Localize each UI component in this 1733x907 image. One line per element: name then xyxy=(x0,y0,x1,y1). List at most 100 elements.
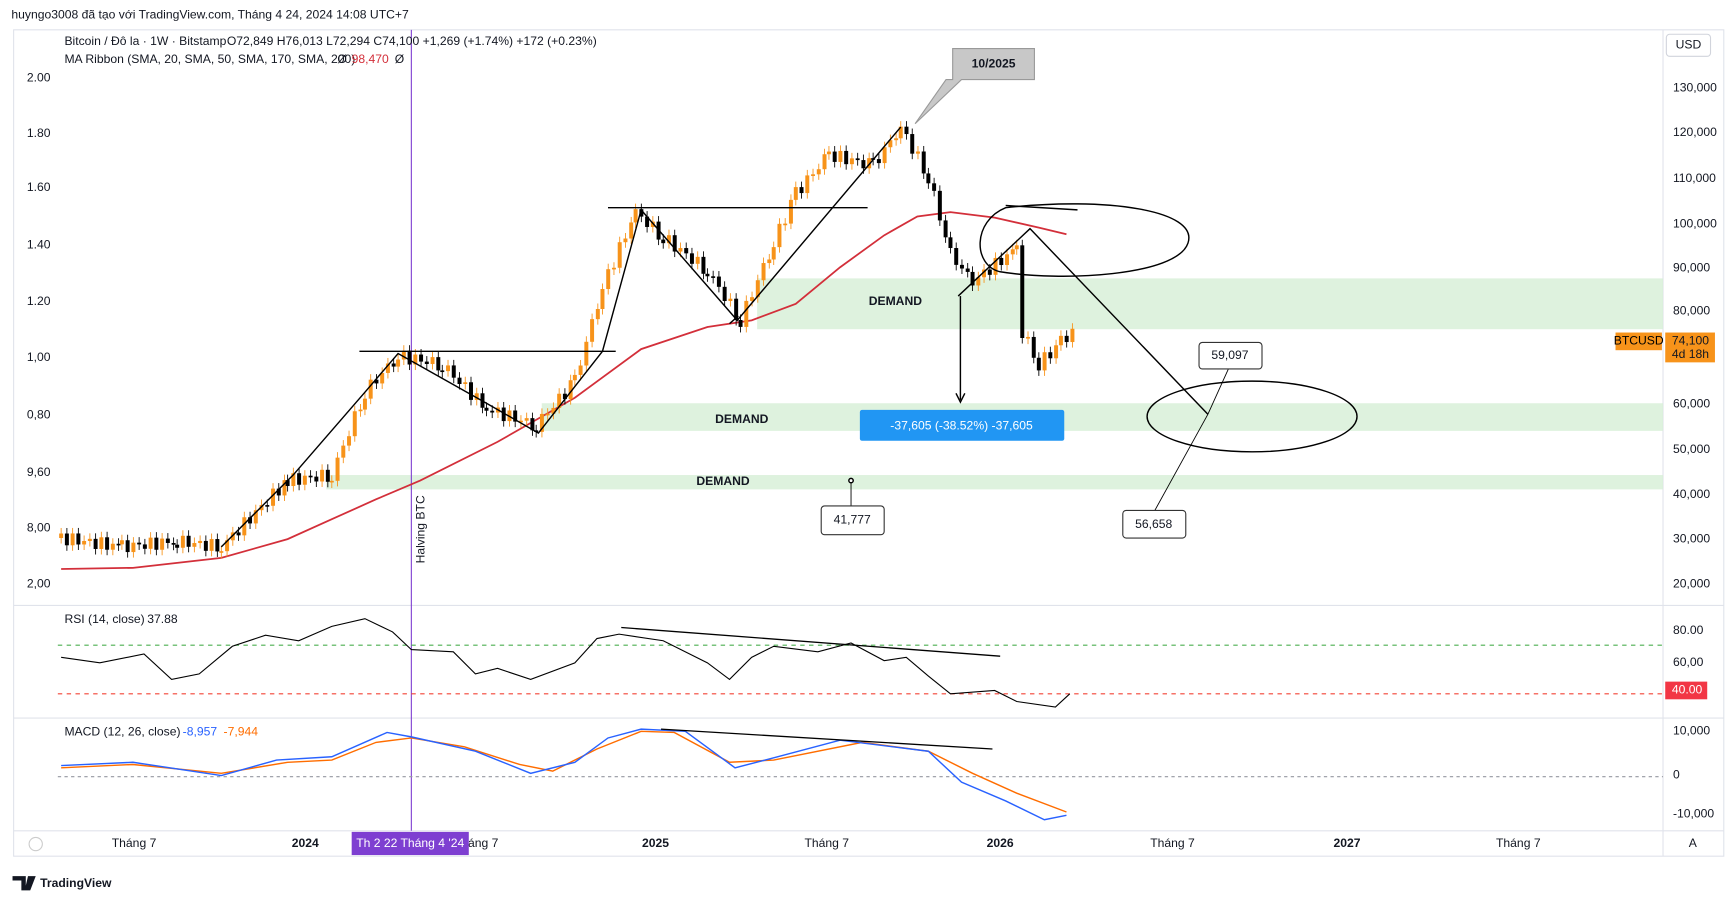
time-axis-label: 2025 xyxy=(642,836,669,850)
macd-title: MACD (12, 26, close) xyxy=(64,725,180,739)
candle-body xyxy=(76,533,81,545)
candle-body xyxy=(391,363,396,367)
last-price-tag xyxy=(1665,332,1715,363)
trend-line xyxy=(957,227,1209,415)
rsi-title: RSI (14, close) xyxy=(64,612,144,626)
candle-body xyxy=(1014,245,1019,250)
left-axis-label: 8,00 xyxy=(27,520,51,534)
candle-body xyxy=(314,476,319,482)
candle-body xyxy=(578,365,583,375)
candle-body xyxy=(352,411,357,437)
legend-ma-value: 98,470 xyxy=(352,52,389,66)
candle-body xyxy=(463,382,468,385)
candle-body xyxy=(867,158,872,169)
candle-body xyxy=(882,147,887,164)
candle-body xyxy=(105,537,110,550)
candle-body xyxy=(910,134,915,154)
candle-body xyxy=(572,374,577,381)
candle-body xyxy=(419,354,424,362)
candle-body xyxy=(816,169,821,175)
macd-value: -8,957 xyxy=(183,725,218,739)
demand-label: DEMAND xyxy=(869,294,923,308)
candle-body xyxy=(799,187,804,194)
candle-body xyxy=(771,247,776,260)
candle-body xyxy=(142,544,147,549)
candle-body xyxy=(160,538,165,550)
candle-body xyxy=(611,267,616,270)
callout-line xyxy=(1207,367,1230,415)
price-axis-label: 100,000 xyxy=(1673,216,1717,230)
candle-body xyxy=(861,160,866,169)
candle-body xyxy=(186,535,191,547)
candle-body xyxy=(738,319,743,327)
candle-body xyxy=(116,543,121,546)
left-axis-label: 2,00 xyxy=(27,577,51,591)
candle-body xyxy=(203,540,208,551)
candle-body xyxy=(832,151,837,162)
time-axis-label: Tháng 7 xyxy=(112,836,157,850)
candle-body xyxy=(645,216,650,227)
candle-body xyxy=(545,413,550,416)
candle-body xyxy=(623,238,628,243)
callout-text: 10/2025 xyxy=(972,56,1016,70)
macd-axis-label: 10,000 xyxy=(1673,724,1710,738)
candle-body xyxy=(711,276,716,278)
candle-body xyxy=(993,257,998,275)
countdown: 4d 18h xyxy=(1672,347,1709,361)
legend-ma: MA Ribbon (SMA, 20, SMA, 50, SMA, 170, S… xyxy=(64,52,355,66)
demand-zone xyxy=(757,278,1664,330)
candle-body xyxy=(368,379,373,399)
candle-body xyxy=(1058,335,1063,346)
candle-body xyxy=(915,151,920,154)
candle-body xyxy=(457,377,462,385)
candle-body xyxy=(661,239,666,244)
left-axis-label: 1.80 xyxy=(27,126,51,140)
candle-body xyxy=(490,410,495,413)
candle-body xyxy=(672,235,677,252)
candle-body xyxy=(125,540,130,553)
candle-body xyxy=(1026,336,1031,339)
zoom-button[interactable] xyxy=(28,836,43,852)
time-axis-label: 2027 xyxy=(1334,836,1361,850)
candle-body xyxy=(617,242,622,268)
candle-body xyxy=(904,126,909,135)
candle-body xyxy=(253,510,258,524)
auto-button[interactable]: A xyxy=(1689,836,1698,850)
callout-box xyxy=(914,48,1035,125)
candle-body xyxy=(401,350,406,360)
anchor xyxy=(848,477,854,484)
candle-body xyxy=(788,199,793,224)
candle-body xyxy=(329,480,334,483)
candle-body xyxy=(335,457,340,481)
candle-body xyxy=(539,413,544,432)
candle-body xyxy=(440,370,445,373)
candle-body xyxy=(265,505,270,507)
trend-line xyxy=(729,315,739,325)
candle-body xyxy=(358,409,363,412)
candle-body xyxy=(484,407,489,411)
candle-body xyxy=(716,276,721,287)
measure-text: -37,605 (-38.52%) -37,605 xyxy=(890,419,1033,433)
candle-body xyxy=(469,382,473,400)
demand-zone xyxy=(326,475,1664,490)
candle-body xyxy=(430,357,435,365)
last-price: 74,100 xyxy=(1672,334,1709,348)
candle-body xyxy=(302,475,307,485)
candle-body xyxy=(271,488,276,506)
candle-body xyxy=(119,540,124,545)
time-axis-label: Tháng 7 xyxy=(1150,836,1195,850)
currency-button[interactable] xyxy=(1665,33,1712,57)
left-axis-label: 1.20 xyxy=(27,294,51,308)
rsi-tag xyxy=(1665,681,1708,700)
price-axis-label: 80,000 xyxy=(1673,304,1710,318)
candle-body xyxy=(1070,328,1075,343)
candle-body xyxy=(1054,345,1059,359)
price-axis-label: 50,000 xyxy=(1673,442,1710,456)
legend-symbol: Bitcoin / Đô la · 1W · Bitstamp xyxy=(64,34,226,48)
candle-body xyxy=(590,319,595,342)
macd-axis-label: 0 xyxy=(1673,768,1680,782)
candle-body xyxy=(937,190,942,221)
candle-body xyxy=(783,223,788,226)
candle-body xyxy=(192,543,197,547)
candle-body xyxy=(844,150,849,165)
